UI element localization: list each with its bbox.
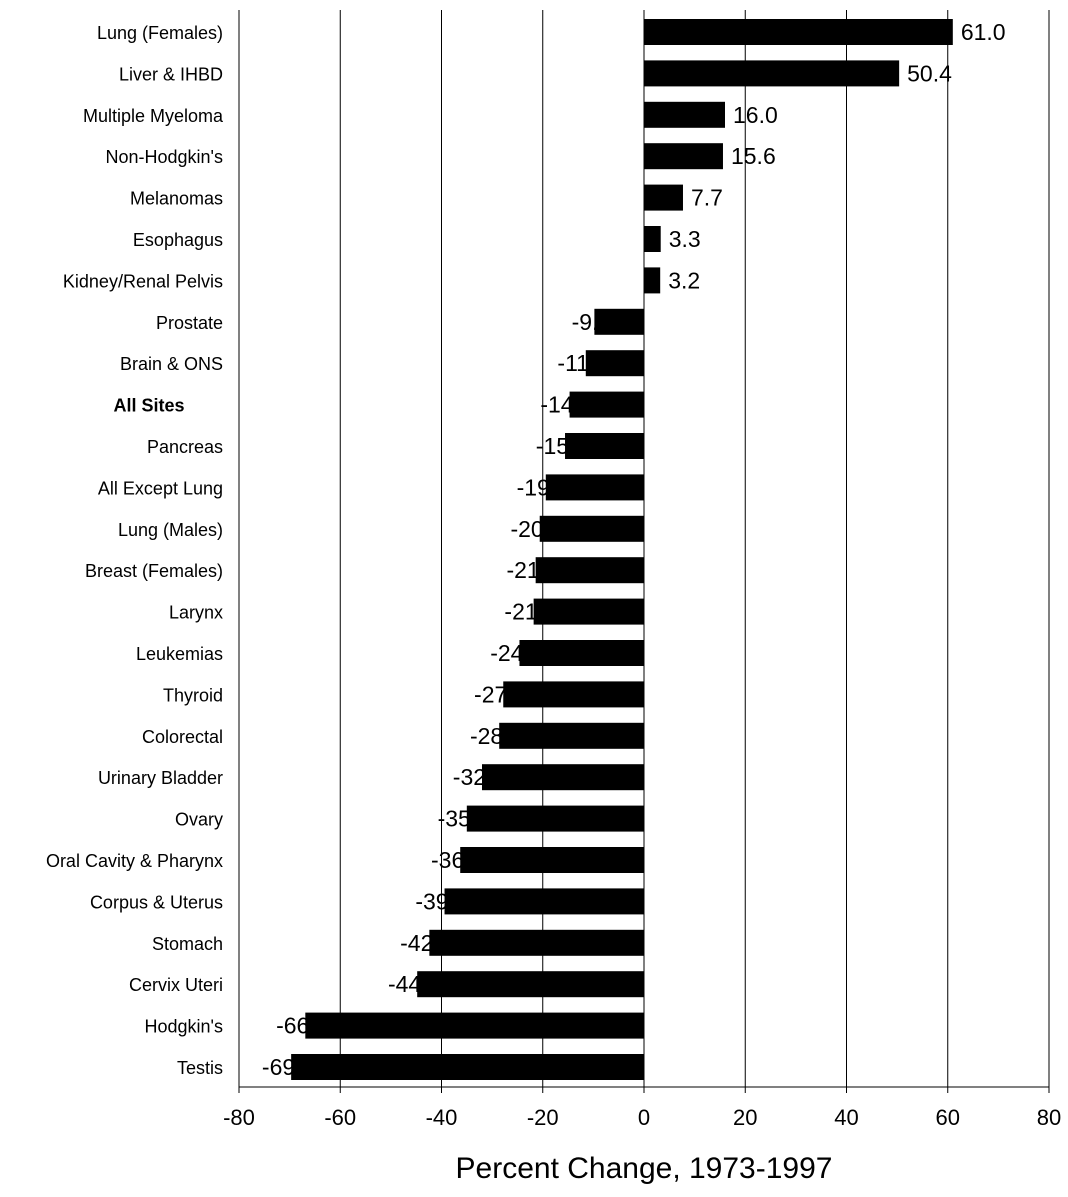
category-label: All Sites (113, 396, 184, 416)
x-tick-label: 80 (1037, 1105, 1061, 1130)
category-label: Non-Hodgkin's (106, 147, 224, 167)
bar (644, 101, 725, 128)
x-tick-label: 20 (733, 1105, 757, 1130)
data-label: -20.6 (510, 516, 562, 542)
bar (569, 391, 644, 418)
category-label: Leukemias (136, 644, 223, 664)
data-label: -11.5 (557, 350, 608, 376)
x-tick-label: -60 (324, 1105, 356, 1130)
category-labels: Lung (Females) Liver & IHBD Multiple Myelo… (46, 23, 224, 1078)
data-label: 3.2 (668, 267, 700, 293)
bar (305, 1012, 644, 1039)
bar (545, 474, 644, 501)
category-label: Colorectal (142, 727, 223, 747)
data-label: -32.0 (453, 764, 505, 790)
category-label: Thyroid (163, 685, 223, 705)
bar (499, 722, 644, 749)
bar (539, 515, 644, 542)
data-label: -39.4 (415, 888, 468, 914)
data-label: -15.6 (536, 433, 588, 459)
data-label: -44.8 (388, 971, 440, 997)
category-label: Corpus & Uterus (90, 892, 223, 912)
category-label: Larynx (169, 603, 223, 623)
data-label: -9.8 (572, 309, 612, 335)
category-label: Prostate (156, 313, 223, 333)
category-label: Esophagus (133, 230, 223, 250)
x-axis-title: Percent Change, 1973-1997 (456, 1152, 833, 1185)
category-label: Liver & IHBD (119, 64, 223, 84)
category-label: Breast (Females) (85, 561, 223, 581)
category-label: Lung (Females) (97, 23, 223, 43)
data-label: -27.8 (474, 681, 526, 707)
data-label: -28.6 (470, 723, 522, 749)
category-label: Ovary (175, 810, 223, 830)
category-label: All Except Lung (98, 478, 223, 498)
bar (533, 598, 644, 625)
category-label: Urinary Bladder (98, 768, 223, 788)
bar (644, 184, 683, 211)
category-label: Cervix Uteri (129, 975, 223, 995)
bar (519, 640, 644, 666)
bar (466, 805, 644, 832)
data-label: 16.0 (733, 102, 778, 128)
data-label: -66.9 (276, 1013, 328, 1039)
category-label: Testis (177, 1058, 223, 1078)
bar (644, 143, 723, 170)
category-label: Hodgkin's (145, 1017, 223, 1037)
data-label: 50.4 (907, 60, 952, 86)
category-label: Multiple Myeloma (83, 106, 224, 126)
data-label: 3.3 (669, 226, 701, 252)
category-label: Melanomas (130, 189, 223, 209)
category-label: Stomach (152, 934, 223, 954)
bar (291, 1054, 644, 1080)
bar (565, 433, 644, 459)
category-label: Oral Cavity & Pharynx (46, 851, 223, 871)
data-label: -21.8 (504, 599, 556, 625)
bar (644, 226, 661, 252)
data-label: 61.0 (961, 19, 1006, 45)
bar (460, 847, 644, 873)
bar (535, 557, 644, 584)
x-axis: -80 -60 -40 -20 0 20 40 60 80 (223, 1086, 1061, 1130)
bar (482, 764, 644, 791)
x-tick-label: 40 (834, 1105, 858, 1130)
bar (594, 308, 644, 335)
data-label: -69.7 (262, 1054, 314, 1080)
category-label: Pancreas (147, 437, 223, 457)
bar (417, 971, 644, 998)
bar (585, 350, 644, 377)
data-label: -19.4 (517, 474, 570, 500)
x-tick-label: -40 (426, 1105, 458, 1130)
data-label: -35.0 (438, 806, 490, 832)
bar (444, 888, 644, 915)
category-label: Lung (Males) (118, 520, 223, 540)
bar (644, 60, 900, 87)
data-label: -14.7 (540, 392, 592, 418)
data-labels: 61.0 50.4 16.0 15.6 7.7 3.3 3.2 -9.8 -11.5 -14.7 -… (262, 19, 1006, 1080)
x-tick-label: 60 (936, 1105, 960, 1130)
x-tick-label: -20 (527, 1105, 559, 1130)
data-label: -36.3 (431, 847, 483, 873)
bars (291, 19, 953, 1080)
category-label: Kidney/Renal Pelvis (63, 271, 223, 291)
data-label: 7.7 (691, 185, 723, 211)
gridlines (238, 10, 1050, 1087)
category-label: Brain & ONS (120, 354, 223, 374)
data-label: -42.4 (400, 930, 453, 956)
bar (644, 19, 953, 45)
data-label: 15.6 (731, 143, 776, 169)
x-tick-label: 0 (638, 1105, 650, 1130)
bar (503, 681, 644, 708)
bar (644, 267, 661, 294)
bar (429, 929, 644, 956)
data-label: -21.4 (506, 557, 559, 583)
x-tick-label: -80 (223, 1105, 255, 1130)
data-label: -24.6 (490, 640, 542, 666)
